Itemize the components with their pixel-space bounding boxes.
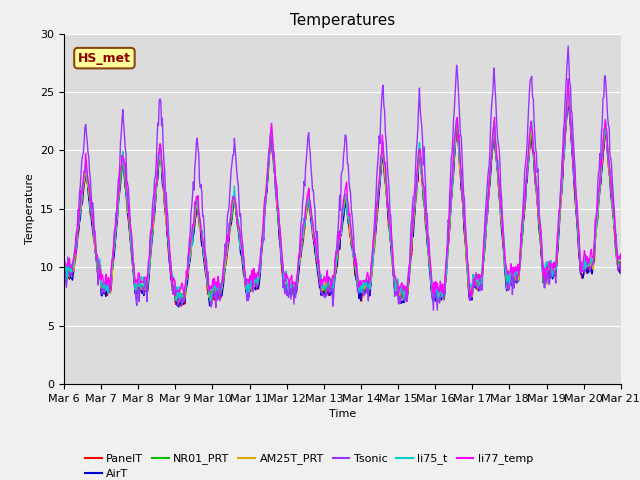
NR01_PRT (214, 282, 222, 288)
Legend: PanelT, AirT, NR01_PRT, AM25T_PRT, Tsonic, li75_t, li77_temp: PanelT, AirT, NR01_PRT, AM25T_PRT, Tsoni… (81, 449, 538, 480)
Y-axis label: Temperature: Temperature (24, 173, 35, 244)
NR01_PRT (564, 91, 572, 96)
Tsonic (184, 254, 192, 260)
Line: Tsonic: Tsonic (64, 46, 621, 311)
Tsonic (410, 193, 418, 199)
AM25T_PRT (60, 265, 68, 271)
li77_temp (428, 268, 435, 274)
AirT (60, 277, 68, 283)
AM25T_PRT (127, 243, 135, 249)
AirT (214, 293, 222, 299)
AM25T_PRT (208, 301, 216, 307)
li75_t (60, 256, 68, 262)
AM25T_PRT (564, 88, 572, 94)
NR01_PRT (617, 264, 625, 270)
NR01_PRT (60, 275, 68, 280)
PanelT (70, 264, 78, 270)
li75_t (564, 76, 572, 82)
li75_t (214, 287, 222, 293)
li75_t (127, 246, 135, 252)
NR01_PRT (179, 300, 187, 305)
li77_temp (70, 255, 78, 261)
PanelT (411, 208, 419, 214)
li77_temp (60, 258, 68, 264)
AM25T_PRT (428, 274, 435, 280)
PanelT (214, 289, 222, 295)
li75_t (70, 254, 78, 260)
Line: NR01_PRT: NR01_PRT (64, 94, 621, 302)
Line: PanelT: PanelT (64, 88, 621, 306)
NR01_PRT (70, 261, 78, 267)
li75_t (172, 298, 180, 304)
Line: AirT: AirT (64, 95, 621, 307)
AirT (70, 267, 78, 273)
PanelT (564, 85, 572, 91)
AirT (617, 269, 625, 275)
li77_temp (214, 285, 221, 290)
AM25T_PRT (184, 271, 192, 277)
NR01_PRT (411, 203, 419, 209)
Text: HS_met: HS_met (78, 52, 131, 65)
Tsonic (60, 273, 68, 278)
li75_t (411, 202, 419, 207)
Title: Temperatures: Temperatures (290, 13, 395, 28)
Tsonic (127, 229, 135, 235)
AirT (127, 251, 135, 257)
X-axis label: Time: Time (329, 409, 356, 419)
li75_t (185, 255, 193, 261)
PanelT (177, 303, 185, 309)
Tsonic (429, 308, 437, 313)
Tsonic (426, 264, 434, 269)
NR01_PRT (185, 261, 193, 266)
NR01_PRT (428, 270, 435, 276)
li75_t (617, 254, 625, 260)
AM25T_PRT (411, 204, 419, 209)
PanelT (127, 242, 135, 248)
AM25T_PRT (214, 287, 222, 293)
PanelT (60, 264, 68, 270)
li77_temp (411, 197, 419, 203)
AirT (564, 92, 572, 98)
AirT (175, 304, 182, 310)
Line: AM25T_PRT: AM25T_PRT (64, 91, 621, 304)
AM25T_PRT (70, 267, 78, 273)
Tsonic (70, 254, 78, 260)
Line: li75_t: li75_t (64, 79, 621, 301)
Tsonic (214, 297, 221, 303)
li77_temp (403, 293, 410, 299)
Tsonic (617, 271, 625, 277)
li75_t (428, 281, 435, 287)
Tsonic (564, 43, 572, 49)
PanelT (185, 264, 193, 270)
li77_temp (617, 251, 625, 257)
AirT (411, 211, 419, 216)
li77_temp (127, 231, 135, 237)
AirT (428, 286, 435, 292)
li77_temp (184, 264, 192, 269)
PanelT (617, 259, 625, 265)
NR01_PRT (127, 239, 135, 245)
PanelT (428, 286, 435, 291)
AM25T_PRT (617, 263, 625, 269)
AirT (185, 265, 193, 271)
Line: li77_temp: li77_temp (64, 79, 621, 296)
li77_temp (564, 76, 572, 82)
